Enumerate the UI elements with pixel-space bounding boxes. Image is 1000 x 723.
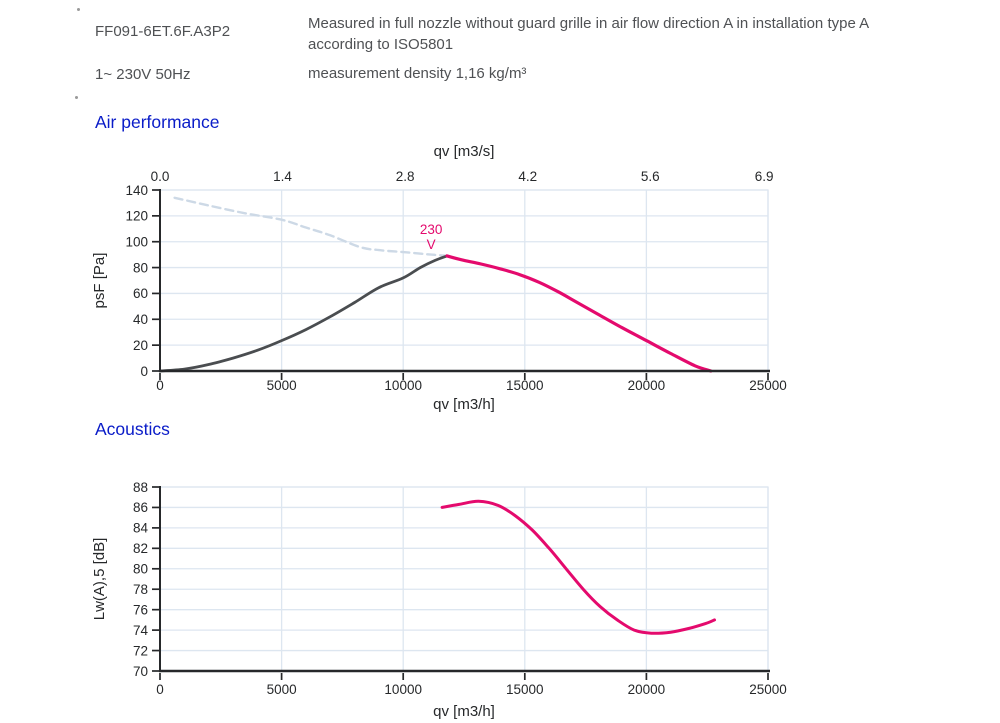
svg-text:10000: 10000 xyxy=(384,378,422,393)
acoustics-heading: Acoustics xyxy=(95,419,170,439)
svg-text:Lw(A),5 [dB]: Lw(A),5 [dB] xyxy=(91,538,108,621)
air-performance-heading: Air performance xyxy=(95,112,220,132)
svg-text:20000: 20000 xyxy=(628,682,666,697)
svg-text:88: 88 xyxy=(133,480,148,495)
svg-text:72: 72 xyxy=(133,643,148,658)
svg-text:0: 0 xyxy=(156,682,164,697)
svg-text:qv [m3/h]: qv [m3/h] xyxy=(433,703,495,720)
svg-text:76: 76 xyxy=(133,602,148,617)
measurement-note: Measured in full nozzle without guard gr… xyxy=(308,15,869,53)
svg-text:140: 140 xyxy=(125,183,148,198)
svg-text:5000: 5000 xyxy=(267,378,297,393)
svg-text:qv [m3/h]: qv [m3/h] xyxy=(433,396,495,413)
density-note: measurement density 1,16 kg/m³ xyxy=(308,65,527,82)
svg-text:230: 230 xyxy=(420,222,443,237)
model-number: FF091-6ET.6F.A3P2 xyxy=(95,23,231,40)
svg-text:25000: 25000 xyxy=(749,682,787,697)
svg-text:78: 78 xyxy=(133,582,148,597)
svg-text:0: 0 xyxy=(140,364,148,379)
svg-text:5.6: 5.6 xyxy=(641,169,660,184)
svg-text:15000: 15000 xyxy=(506,378,544,393)
acoustics-chart: 70 72 74 76 78 80 82 84 86 88 0 5000 10000 15000 20000… xyxy=(91,480,787,720)
power-spec: 1~ 230V 50Hz xyxy=(95,66,191,83)
stray-dot xyxy=(75,96,78,99)
svg-text:15000: 15000 xyxy=(506,682,544,697)
svg-text:psF [Pa]: psF [Pa] xyxy=(91,253,108,309)
svg-text:1.4: 1.4 xyxy=(273,169,292,184)
svg-text:2.8: 2.8 xyxy=(396,169,415,184)
svg-text:0: 0 xyxy=(156,378,164,393)
svg-text:V: V xyxy=(427,237,436,252)
svg-text:74: 74 xyxy=(133,623,149,638)
svg-text:6.9: 6.9 xyxy=(755,169,774,184)
svg-text:40: 40 xyxy=(133,312,148,327)
stray-dot xyxy=(77,8,80,11)
svg-text:100: 100 xyxy=(125,235,148,250)
svg-text:80: 80 xyxy=(133,562,148,577)
svg-text:25000: 25000 xyxy=(749,378,787,393)
svg-text:5000: 5000 xyxy=(267,682,297,697)
svg-text:80: 80 xyxy=(133,260,148,275)
svg-text:0.0: 0.0 xyxy=(151,169,170,184)
svg-text:86: 86 xyxy=(133,500,148,515)
svg-text:82: 82 xyxy=(133,541,148,556)
svg-text:qv [m3/s]: qv [m3/s] xyxy=(434,143,495,160)
air-performance-chart: 0 20 40 60 80 100 120 140 0 5000 10000 15000 20000 25… xyxy=(91,143,787,413)
svg-text:20: 20 xyxy=(133,338,148,353)
svg-text:20000: 20000 xyxy=(628,378,666,393)
svg-text:4.2: 4.2 xyxy=(518,169,537,184)
svg-text:70: 70 xyxy=(133,664,148,679)
svg-text:60: 60 xyxy=(133,286,148,301)
svg-text:84: 84 xyxy=(133,521,149,536)
svg-text:120: 120 xyxy=(125,209,148,224)
svg-text:10000: 10000 xyxy=(384,682,422,697)
